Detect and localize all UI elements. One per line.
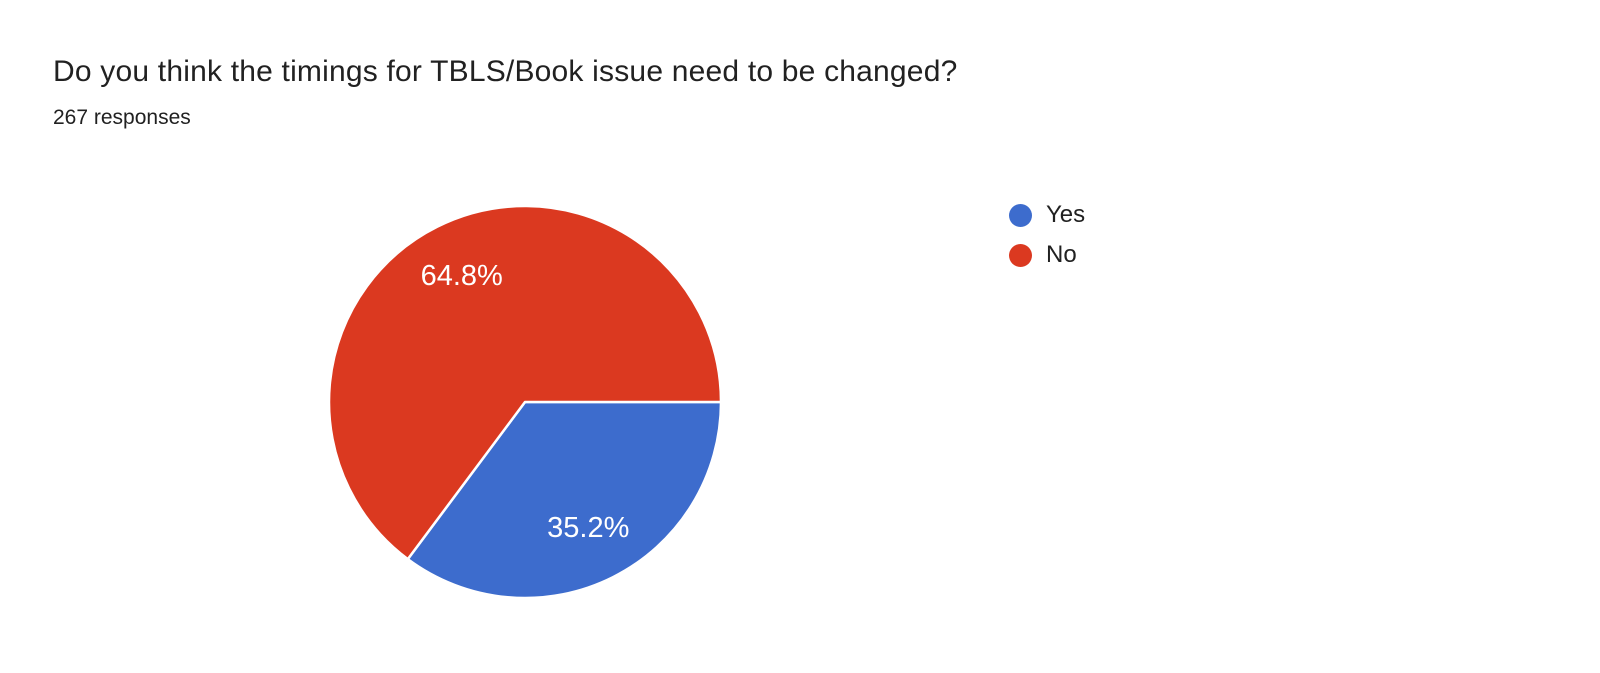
pie-slice-percentage-label: 35.2%	[547, 512, 629, 544]
pie-chart: 35.2% 64.8%	[327, 204, 723, 600]
question-title: Do you think the timings for TBLS/Book i…	[53, 55, 958, 88]
response-count: 267 responses	[53, 106, 191, 129]
legend-item-no: No	[1009, 241, 1085, 269]
legend-dot-yes-icon	[1009, 203, 1032, 227]
legend: Yes No	[1009, 201, 1085, 281]
legend-label-no: No	[1046, 241, 1077, 268]
pie-slice-yes[interactable]	[406, 400, 723, 600]
legend-label-yes: Yes	[1046, 201, 1086, 228]
pie-slice-percentage-label: 64.8%	[421, 260, 503, 292]
legend-item-yes: Yes	[1009, 201, 1085, 229]
legend-dot-no-icon	[1009, 243, 1032, 267]
pie-slice-no[interactable]	[327, 204, 723, 561]
